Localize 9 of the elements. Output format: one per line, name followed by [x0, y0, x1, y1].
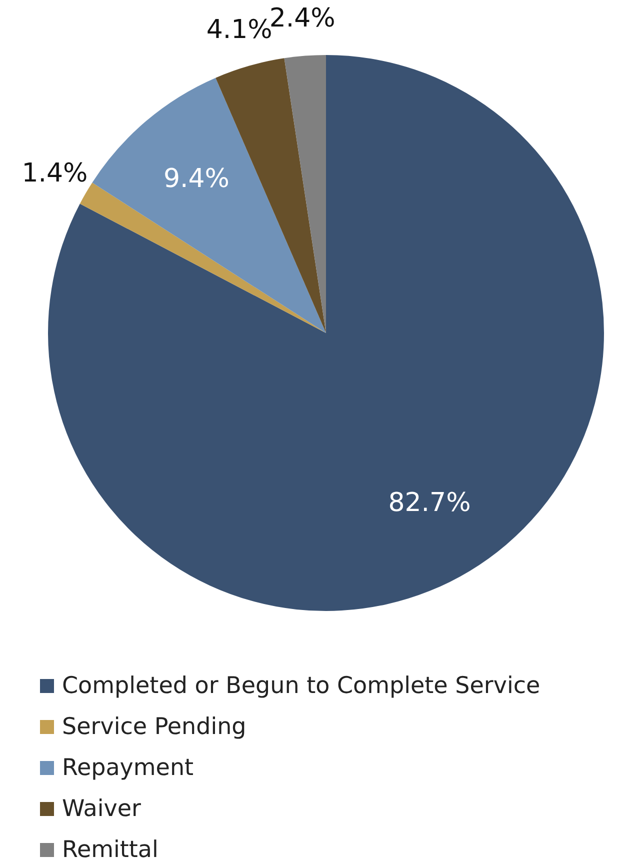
legend-label: Repayment	[62, 754, 194, 780]
data-label: 4.1%	[206, 14, 272, 45]
legend-label: Completed or Begun to Complete Service	[62, 672, 540, 698]
legend-label: Remittal	[62, 836, 158, 862]
data-label: 82.7%	[388, 488, 471, 518]
legend-label: Service Pending	[62, 714, 246, 740]
data-label: 9.4%	[163, 164, 230, 194]
data-label: 1.4%	[22, 158, 88, 189]
legend-label: Waiver	[62, 796, 141, 822]
